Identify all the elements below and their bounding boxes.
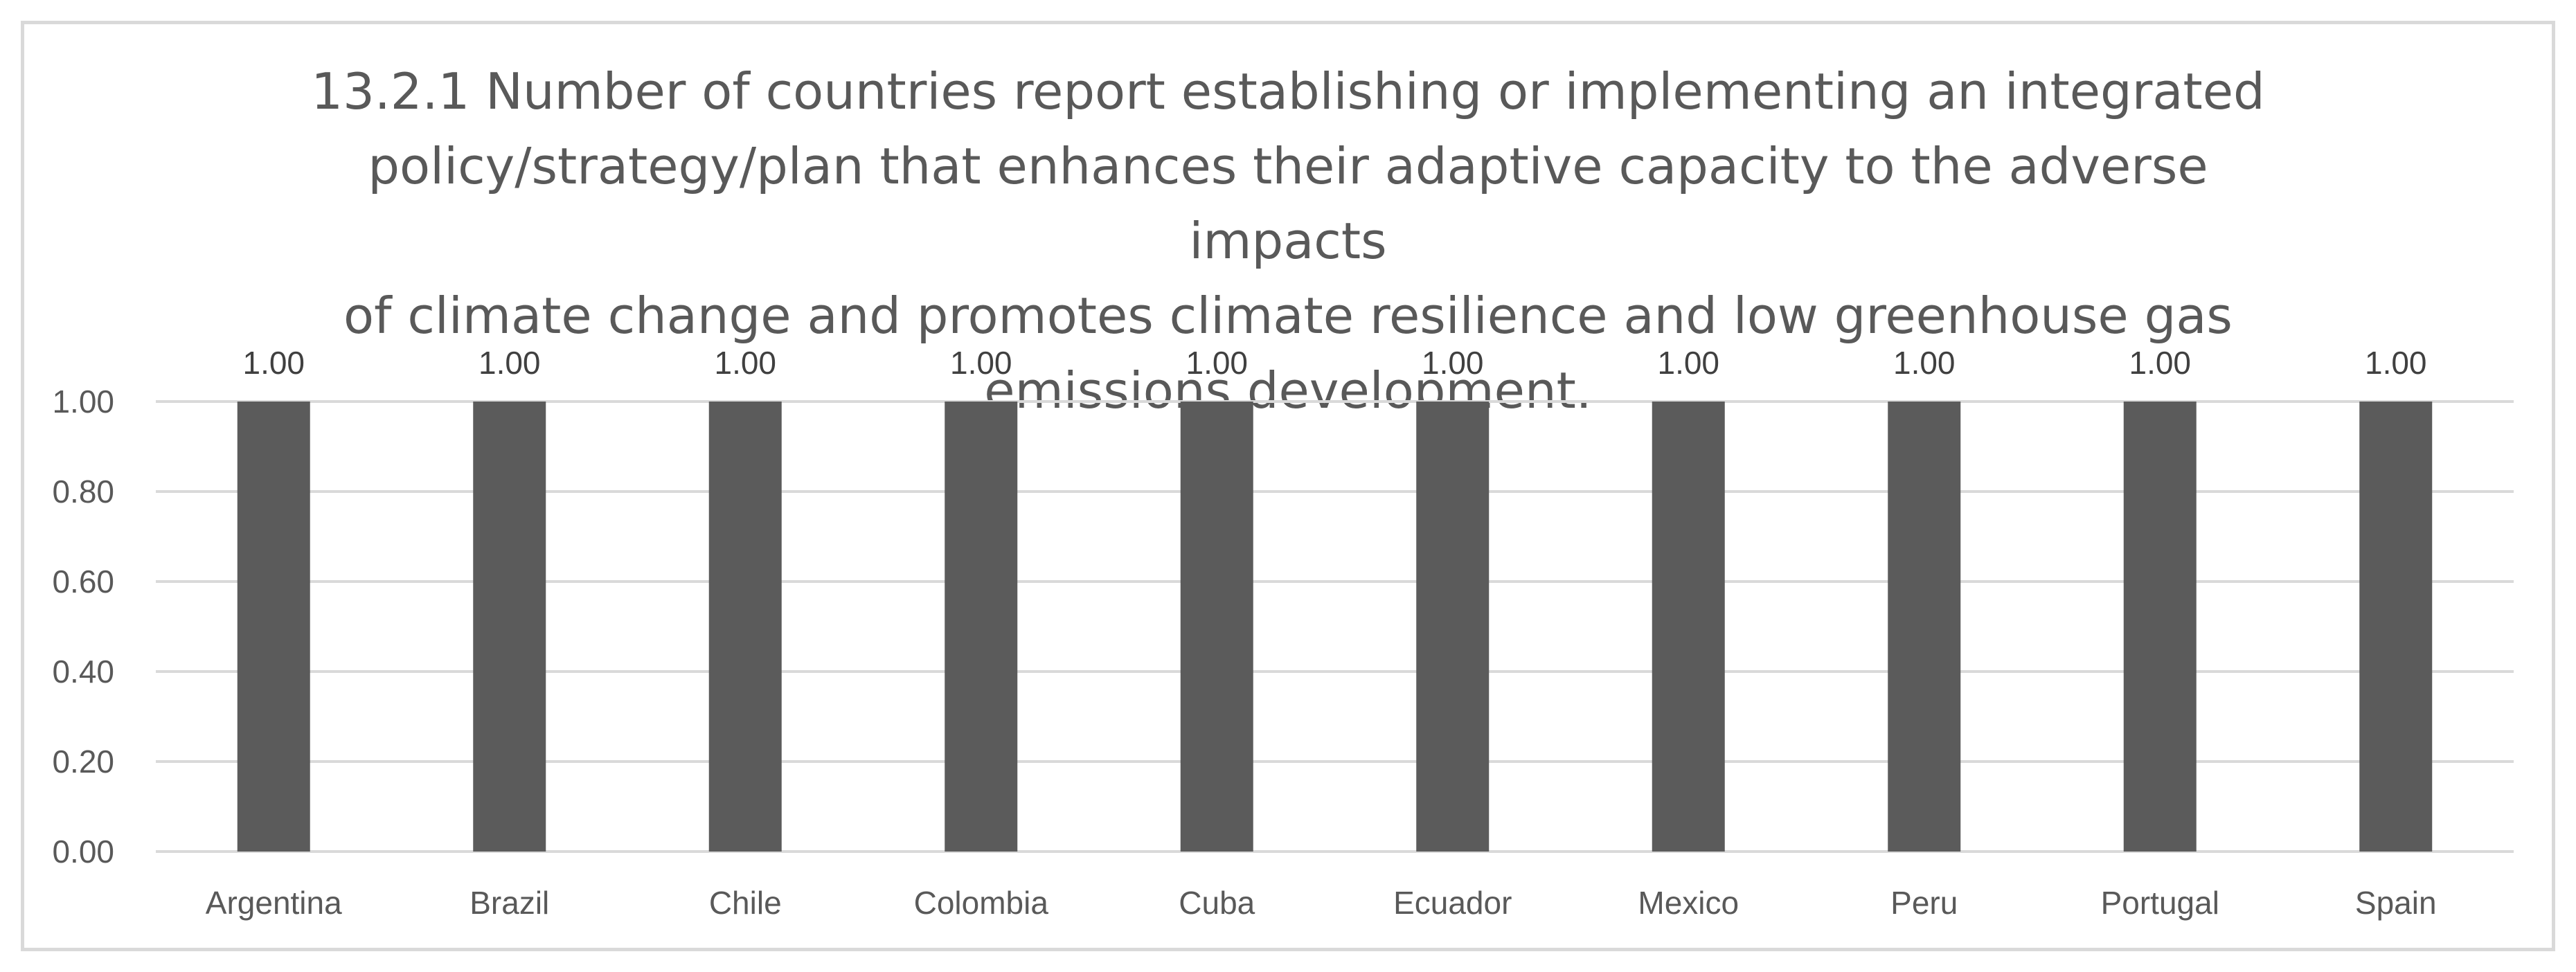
- bar: [1180, 402, 1253, 852]
- y-tick-label: 0.60: [52, 564, 114, 600]
- chart-title-line-4: emissions development.: [984, 361, 1592, 420]
- x-tick-label: Colombia: [914, 885, 1049, 921]
- y-tick-label: 0.20: [52, 744, 114, 780]
- chart-title-line-2: policy/strategy/plan that enhances their…: [368, 137, 2208, 270]
- data-label: 1.00: [2129, 345, 2191, 381]
- bar: [1416, 402, 1490, 852]
- data-label: 1.00: [714, 345, 776, 381]
- x-tick-label: Cuba: [1179, 885, 1255, 921]
- y-tick-label: 1.00: [52, 384, 114, 420]
- y-tick-label: 0.40: [52, 654, 114, 690]
- bar: [2359, 402, 2433, 852]
- x-tick-label: Peru: [1890, 885, 1958, 921]
- bar: [708, 402, 782, 852]
- data-label: 1.00: [1186, 345, 1248, 381]
- chart-title-line-1: 13.2.1 Number of countries report establ…: [311, 62, 2265, 120]
- x-tick-label: Argentina: [206, 885, 342, 921]
- chart-title-line-3: of climate change and promotes climate r…: [343, 287, 2233, 345]
- bar: [1652, 402, 1725, 852]
- bar: [1888, 402, 1961, 852]
- x-tick-label: Chile: [709, 885, 782, 921]
- bar: [945, 402, 1018, 852]
- x-tick-label: Ecuador: [1393, 885, 1512, 921]
- bar: [2123, 402, 2197, 852]
- y-tick-label: 0.00: [52, 834, 114, 870]
- x-tick-label: Portugal: [2101, 885, 2219, 921]
- x-tick-label: Brazil: [469, 885, 549, 921]
- data-label: 1.00: [478, 345, 541, 381]
- data-label: 1.00: [1657, 345, 1719, 381]
- bar: [473, 402, 546, 852]
- data-label: 1.00: [242, 345, 305, 381]
- bar: [237, 402, 310, 852]
- chart-title: 13.2.1 Number of countries report establ…: [263, 54, 2313, 428]
- data-label: 1.00: [1893, 345, 1956, 381]
- data-label: 1.00: [1422, 345, 1484, 381]
- data-label: 1.00: [2365, 345, 2427, 381]
- data-label: 1.00: [950, 345, 1012, 381]
- x-tick-label: Spain: [2355, 885, 2437, 921]
- y-tick-label: 0.80: [52, 474, 114, 510]
- x-tick-label: Mexico: [1638, 885, 1739, 921]
